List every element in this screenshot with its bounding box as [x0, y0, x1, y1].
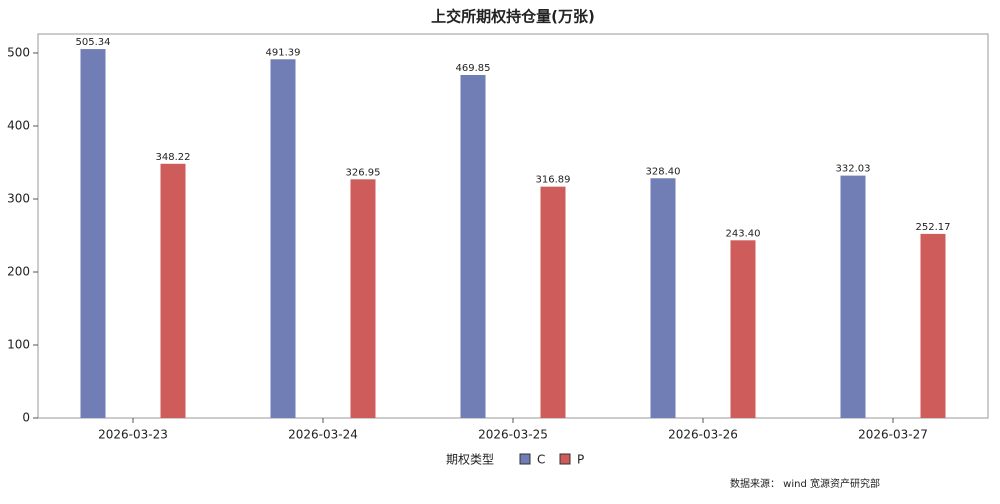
bar — [730, 240, 756, 418]
x-tick-label: 2026-03-23 — [98, 428, 168, 442]
x-tick-label: 2026-03-26 — [668, 428, 738, 442]
value-label: 469.85 — [456, 63, 491, 74]
bar — [650, 178, 676, 418]
value-label: 252.17 — [916, 222, 951, 233]
chart-title: 上交所期权持仓量(万张) — [431, 8, 595, 26]
bar — [460, 74, 486, 418]
bar — [540, 186, 566, 418]
value-label: 491.39 — [266, 47, 301, 58]
y-tick-label: 400 — [7, 118, 30, 132]
value-label: 332.03 — [836, 164, 871, 175]
bar — [920, 233, 946, 418]
value-label: 505.34 — [76, 37, 111, 48]
y-tick-label: 300 — [7, 191, 30, 205]
x-tick-label: 2026-03-27 — [858, 428, 928, 442]
value-label: 328.40 — [646, 166, 681, 177]
value-label: 243.40 — [726, 228, 761, 239]
value-label: 316.89 — [536, 175, 571, 186]
x-tick-label: 2026-03-24 — [288, 428, 358, 442]
y-tick-label: 200 — [7, 264, 30, 278]
legend-label: P — [577, 453, 584, 467]
bar — [80, 49, 106, 419]
y-tick-label: 500 — [7, 45, 30, 59]
y-tick-label: 0 — [22, 411, 30, 425]
bar — [840, 175, 866, 418]
bar — [160, 163, 186, 418]
y-tick-label: 100 — [7, 337, 30, 351]
source-note: 数据来源： wind 宽源资产研究部 — [730, 477, 880, 490]
legend-swatch — [559, 453, 571, 465]
legend-label: C — [537, 453, 545, 467]
bar — [270, 59, 296, 419]
value-label: 348.22 — [156, 152, 191, 163]
x-tick-label: 2026-03-25 — [478, 428, 548, 442]
legend-swatch — [519, 453, 531, 465]
bar — [350, 179, 376, 418]
value-label: 326.95 — [346, 167, 381, 178]
legend-title: 期权类型 — [446, 453, 494, 467]
